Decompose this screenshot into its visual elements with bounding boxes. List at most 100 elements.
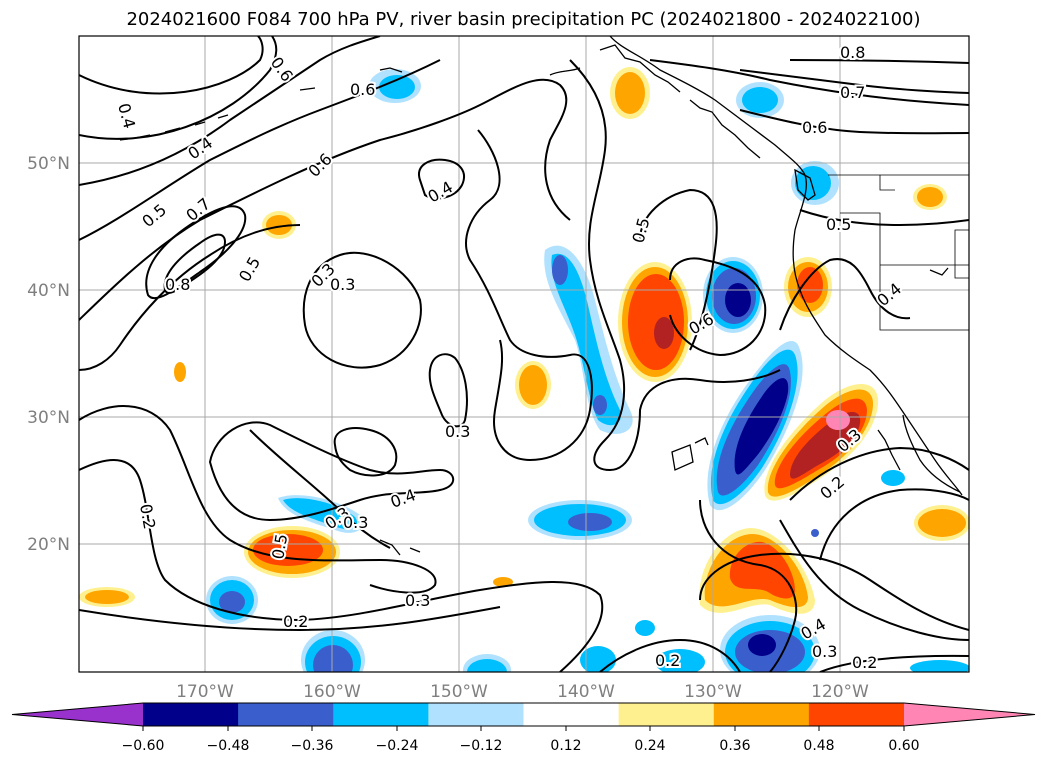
coastline-lake bbox=[929, 267, 949, 276]
anomaly-pos bbox=[797, 267, 823, 303]
plot-frame bbox=[78, 35, 970, 673]
pv-contour bbox=[428, 353, 468, 428]
contour-label: 0.6 bbox=[802, 118, 827, 137]
colorbar-segment bbox=[333, 703, 429, 726]
contour-label: 0.2 bbox=[852, 653, 877, 672]
contour-label: 0.2 bbox=[283, 612, 308, 631]
coastline-island-tiny bbox=[694, 437, 709, 446]
pv-contour bbox=[465, 129, 593, 462]
coastline-hawaii bbox=[379, 539, 421, 556]
anomaly-neg bbox=[811, 529, 819, 537]
lat-label-20n: 20°N bbox=[27, 535, 70, 555]
anomaly-neg bbox=[568, 513, 612, 531]
anomaly-pos bbox=[85, 590, 129, 604]
anomaly-neg bbox=[795, 166, 831, 200]
coastlines bbox=[119, 36, 969, 556]
pv-contour bbox=[789, 59, 969, 64]
colorbar-label: 0.48 bbox=[803, 738, 834, 754]
anomaly-neg bbox=[635, 620, 655, 636]
pv-contour bbox=[599, 638, 741, 672]
lon-label-150w: 150°W bbox=[430, 682, 488, 702]
pv-contour bbox=[779, 258, 911, 331]
lon-label-170w: 170°W bbox=[176, 682, 234, 702]
anomaly-neg bbox=[881, 470, 905, 486]
pv-contours bbox=[79, 36, 969, 672]
contour-label: 0.3 bbox=[812, 642, 837, 661]
colorbar-extend-min bbox=[12, 703, 143, 726]
anomaly-neg bbox=[283, 498, 358, 530]
pv-contour bbox=[79, 59, 441, 241]
coastline-alaska-panhandle bbox=[599, 44, 761, 159]
contour-label: 0.3 bbox=[445, 422, 470, 441]
colorbar-segment bbox=[713, 703, 810, 726]
colorbar-segment bbox=[618, 703, 715, 726]
pv-contour bbox=[163, 233, 227, 294]
pv-contour bbox=[639, 188, 718, 351]
coastline-aleutians bbox=[299, 67, 403, 91]
coastline-baja bbox=[902, 414, 961, 493]
lon-label-130w: 130°W bbox=[684, 682, 742, 702]
pv-contour bbox=[699, 552, 969, 631]
pv-contour bbox=[79, 224, 301, 371]
anomaly-neg bbox=[748, 634, 776, 656]
map-title: 2024021600 F084 700 hPa PV, river basin … bbox=[126, 9, 921, 30]
colorbar: −0.60 −0.48 −0.36 −0.24 −0.12 0.12 0.24 … bbox=[11, 702, 1036, 754]
anomaly-pos bbox=[519, 365, 547, 405]
pv-contour bbox=[208, 421, 455, 522]
anomaly-neg bbox=[655, 649, 705, 672]
anomaly-neg bbox=[467, 659, 507, 672]
colorbar-label: −0.48 bbox=[207, 738, 250, 754]
pv-contour bbox=[819, 654, 969, 672]
colorbar-label: 0.36 bbox=[719, 738, 750, 754]
shaded-anomalies bbox=[79, 67, 969, 672]
anomaly-pos bbox=[615, 72, 645, 114]
lon-label-120w: 120°W bbox=[811, 682, 869, 702]
colorbar-label: 0.60 bbox=[888, 738, 919, 754]
pv-contour bbox=[789, 446, 969, 501]
pv-contour bbox=[145, 205, 247, 300]
anomaly-pos bbox=[918, 509, 966, 537]
pv-contour bbox=[79, 459, 604, 672]
anomaly-neg bbox=[593, 395, 607, 415]
pv-contour bbox=[779, 519, 969, 641]
lat-label-40n: 40°N bbox=[27, 281, 70, 301]
anomaly-pos bbox=[917, 187, 943, 207]
contour-label: 0.6 bbox=[350, 80, 375, 99]
anomaly-pos bbox=[253, 534, 323, 566]
coastline-gulf-california bbox=[877, 429, 901, 471]
coastline-north-america bbox=[609, 36, 963, 496]
pv-contour bbox=[79, 78, 571, 321]
pv-contour bbox=[302, 251, 422, 369]
contour-label: 0.8 bbox=[165, 275, 190, 294]
lat-label-50n: 50°N bbox=[27, 154, 70, 174]
contour-label: 0.5 bbox=[826, 215, 851, 234]
colorbar-label: −0.36 bbox=[291, 738, 334, 754]
colorbar-ticks bbox=[142, 726, 905, 731]
lat-label-30n: 30°N bbox=[27, 408, 70, 428]
contour-label: 0.2 bbox=[655, 651, 680, 670]
pv-contour bbox=[799, 209, 969, 227]
pv-contour bbox=[79, 36, 264, 95]
anomaly-pos bbox=[729, 541, 795, 599]
pv-contour bbox=[569, 59, 781, 472]
colorbar-segment bbox=[523, 703, 620, 726]
contour-label: 0.7 bbox=[840, 83, 865, 102]
colorbar-segment bbox=[238, 703, 334, 726]
contour-label: 0.3 bbox=[405, 591, 430, 610]
lon-label-160w: 160°W bbox=[303, 682, 361, 702]
anomaly-pos bbox=[654, 317, 674, 349]
anomaly-neg bbox=[910, 660, 969, 672]
pv-contour bbox=[418, 158, 465, 200]
longitude-axis: 170°W 160°W 150°W 140°W 130°W 120°W bbox=[176, 682, 869, 702]
coastline-island-small bbox=[671, 444, 694, 471]
vancouver-island bbox=[794, 168, 816, 201]
anomaly-neg bbox=[219, 591, 245, 613]
colorbar-label: 0.24 bbox=[634, 738, 665, 754]
pv-contour bbox=[79, 405, 437, 594]
pv-contour bbox=[333, 427, 398, 477]
colorbar-segment bbox=[428, 703, 524, 726]
anomaly-neg bbox=[742, 87, 778, 113]
anomaly-pos bbox=[174, 362, 186, 382]
anomaly-pos bbox=[826, 410, 850, 430]
